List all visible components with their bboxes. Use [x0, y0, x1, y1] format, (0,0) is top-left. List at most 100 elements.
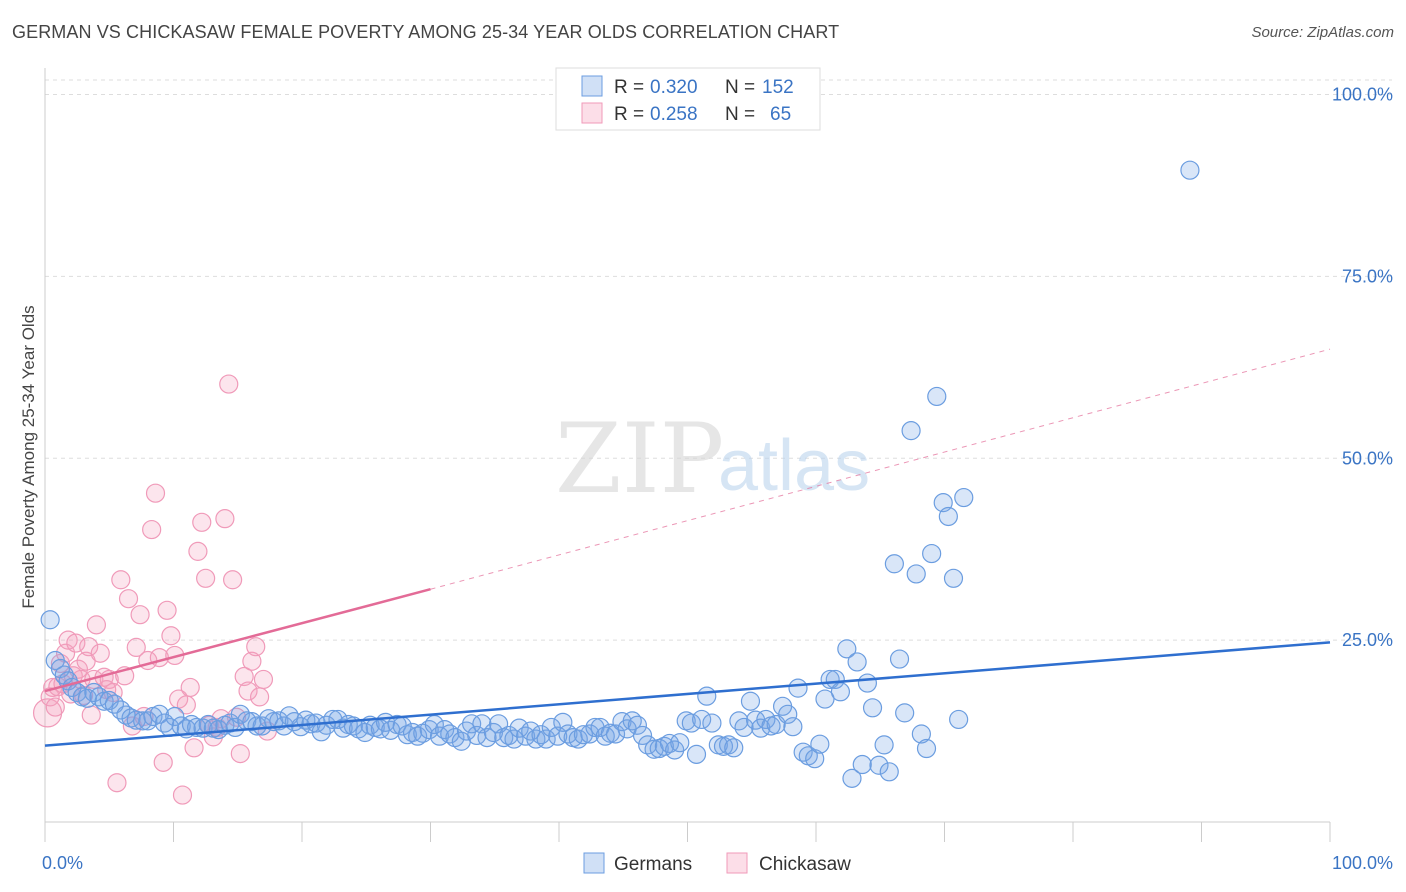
chickasaw-point-47	[192, 512, 212, 532]
y-tick-label-2: 75.0%	[1342, 266, 1393, 286]
y-tick-label-0: 25.0%	[1342, 630, 1393, 650]
bottom-legend-swatch-germans	[583, 852, 605, 874]
german-point-169	[943, 568, 964, 588]
bottom-legend-germans: Germans	[614, 854, 692, 875]
german-point-166	[927, 386, 947, 407]
chickasaw-point-8	[58, 630, 78, 650]
legend-germans-r-label: R =	[614, 77, 644, 98]
german-point-150	[842, 768, 862, 788]
chickasaw-point-59	[238, 681, 258, 701]
german-point-79	[462, 714, 482, 734]
german-point-159	[889, 649, 910, 669]
german-point-127	[719, 735, 739, 755]
german-point-100	[573, 725, 594, 745]
german-point-153	[857, 673, 878, 693]
chickasaw-point-63	[253, 669, 274, 690]
y-tick-label-3: 100.0%	[1332, 85, 1393, 105]
chickasaw-point-5	[50, 653, 71, 674]
german-point-128	[724, 738, 744, 758]
german-point-147	[825, 669, 845, 690]
german-point-148	[830, 682, 851, 702]
german-point-156	[874, 735, 894, 755]
german-point-165	[922, 543, 942, 564]
german-point-71	[419, 720, 439, 740]
german-point-116	[659, 733, 680, 754]
trend-lines	[44, 348, 1331, 747]
german-point-124	[702, 713, 722, 733]
german-point-87	[504, 729, 524, 749]
chickasaw-point-44	[180, 677, 200, 698]
german-point-158	[884, 554, 904, 574]
legend-germans-n-label: N =	[725, 77, 755, 98]
chickasaw-point-19	[86, 615, 107, 635]
german-point-96	[553, 712, 573, 732]
watermark: ZIP atlas	[555, 403, 870, 515]
legend-box	[555, 67, 821, 131]
german-point-122	[692, 709, 712, 730]
chickasaw-point-3	[45, 697, 65, 717]
chickasaw-point-17	[81, 705, 101, 725]
chickasaw-point-46	[188, 541, 208, 561]
chart-title: GERMAN VS CHICKASAW FEMALE POVERTY AMONG…	[12, 22, 840, 42]
chickasaw-point-30	[126, 637, 146, 658]
german-point-171	[954, 487, 974, 508]
german-point-120	[681, 713, 701, 733]
german-point-170	[949, 709, 969, 730]
german-point-162	[906, 564, 926, 584]
x-tick-label-0: 0.0%	[42, 853, 83, 873]
german-point-24	[165, 706, 185, 727]
chickasaw-point-48	[196, 568, 216, 588]
chickasaw-point-53	[215, 509, 235, 529]
german-trend-line	[44, 641, 1331, 747]
chickasaw-point-20	[90, 643, 110, 663]
german-point-93	[536, 729, 556, 749]
chickasaw-point-35	[145, 483, 166, 503]
german-point-111	[632, 725, 653, 746]
german-point-86	[499, 725, 519, 746]
legend-chickasaw-n-label: N =	[725, 104, 755, 125]
legend-germans-n: 152	[762, 77, 794, 98]
german-point-123	[697, 686, 717, 706]
chickasaw-point-26	[111, 570, 131, 590]
german-point-155	[869, 755, 889, 775]
bottom-legend: Germans Chickasaw	[583, 852, 851, 875]
legend: R = 0.320 N = 152 R = 0.258 N = 65	[555, 67, 821, 131]
chickasaw-point-42	[172, 785, 193, 805]
german-point-141	[793, 742, 813, 762]
watermark-atlas: atlas	[718, 426, 870, 506]
chickasaw-point-16	[79, 637, 99, 657]
german-point-157	[879, 762, 899, 782]
chickasaw-point-57	[230, 744, 250, 764]
chickasaw-point-37	[153, 752, 173, 772]
chickasaw-point-34	[142, 519, 162, 540]
german-points	[40, 160, 1200, 788]
bottom-legend-swatch-chickasaw	[726, 852, 748, 874]
german-point-143	[805, 749, 825, 769]
german-point-18	[133, 711, 153, 731]
german-point-160	[895, 703, 915, 723]
chickasaw-point-39	[161, 626, 181, 646]
legend-swatch-chickasaw	[581, 102, 603, 124]
german-point-149	[837, 639, 857, 659]
german-point-101	[580, 724, 600, 744]
german-point-131	[740, 691, 761, 711]
german-point-145	[815, 689, 835, 709]
german-point-161	[901, 421, 921, 441]
chickasaw-point-60	[242, 651, 262, 671]
german-point-152	[852, 754, 872, 775]
chickasaw-point-11	[66, 633, 86, 653]
german-point-139	[783, 717, 803, 737]
legend-swatch-germans	[581, 75, 603, 97]
chickasaw-points	[32, 374, 277, 805]
chickasaw-point-55	[223, 570, 243, 590]
legend-chickasaw-n: 65	[770, 104, 791, 125]
axes	[44, 68, 1331, 842]
german-point-144	[810, 734, 830, 754]
german-point-110	[627, 715, 647, 735]
source-label: Source: ZipAtlas.com	[1251, 24, 1394, 41]
german-point-172	[1180, 160, 1200, 180]
y-axis-title: Female Poverty Among 25-34 Year Olds	[19, 305, 38, 608]
chickasaw-trend-line	[44, 588, 431, 693]
german-point-115	[654, 736, 674, 756]
